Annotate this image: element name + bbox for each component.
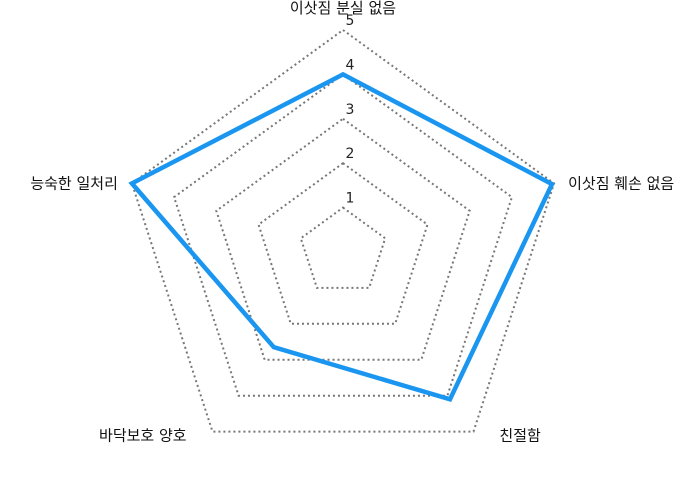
axis-label-1: 이삿짐 훼손 없음 [568,174,674,192]
tick-labels: 1 2 3 4 5 [346,13,355,207]
axis-label-3: 바닥보호 양호 [99,427,187,445]
grid-ring-4 [172,73,514,397]
series-layer [128,71,555,403]
tick-label-4: 4 [346,57,355,73]
grid-ring-2 [257,161,429,325]
grid-rings [130,28,556,433]
tick-label-1: 1 [346,191,355,207]
axis-label-2: 친절함 [499,427,541,445]
tick-label-2: 2 [346,146,355,162]
grid-ring-5 [130,28,556,433]
axis-label-0: 이삿짐 분실 없음 [290,0,396,17]
axis-label-4: 능숙한 일처리 [30,174,118,192]
tick-label-5: 5 [346,13,355,29]
series-polygon-0 [128,71,555,403]
tick-label-3: 3 [346,102,355,118]
grid-ring-1 [299,206,387,289]
grid-ring-3 [215,117,471,361]
